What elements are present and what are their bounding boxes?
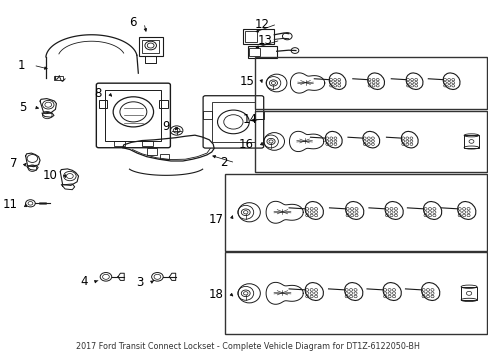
Text: 2017 Ford Transit Connect Lockset - Complete Vehicle Diagram for DT1Z-6122050-BH: 2017 Ford Transit Connect Lockset - Comp… [76, 342, 419, 351]
Text: 16: 16 [239, 138, 254, 150]
Bar [142, 140, 152, 146]
Bar [159, 100, 168, 108]
Text: 8: 8 [94, 87, 101, 100]
Text: 3: 3 [136, 276, 143, 289]
Bar [146, 148, 157, 155]
Bar [255, 111, 263, 119]
Bar [99, 100, 107, 108]
Text: 6: 6 [128, 17, 136, 30]
Bar [105, 90, 161, 140]
Text: 4: 4 [80, 275, 87, 288]
Bar [139, 37, 163, 55]
Bar [243, 30, 274, 44]
Bar [211, 102, 255, 141]
Bar [224, 252, 487, 334]
Text: 15: 15 [239, 75, 254, 88]
Text: 1: 1 [18, 59, 25, 72]
Bar [255, 111, 487, 172]
Text: 2: 2 [220, 156, 227, 169]
Bar [160, 154, 169, 159]
Bar [245, 31, 257, 42]
Text: 7: 7 [10, 157, 18, 170]
Bar [247, 45, 276, 58]
Bar [203, 111, 211, 119]
Text: 13: 13 [258, 33, 272, 47]
Text: 12: 12 [254, 18, 269, 31]
Bar [460, 287, 476, 300]
Text: 5: 5 [19, 101, 26, 114]
Text: 10: 10 [42, 169, 57, 182]
Text: 14: 14 [242, 113, 257, 126]
Text: 18: 18 [208, 288, 224, 301]
Bar [224, 174, 487, 251]
Bar [54, 76, 63, 80]
Text: 11: 11 [3, 198, 18, 211]
Bar [142, 40, 159, 53]
Bar [463, 135, 478, 148]
Bar [114, 140, 124, 146]
Text: 17: 17 [208, 213, 224, 226]
Text: 9: 9 [162, 121, 169, 134]
Bar [249, 48, 259, 56]
Bar [255, 57, 487, 109]
